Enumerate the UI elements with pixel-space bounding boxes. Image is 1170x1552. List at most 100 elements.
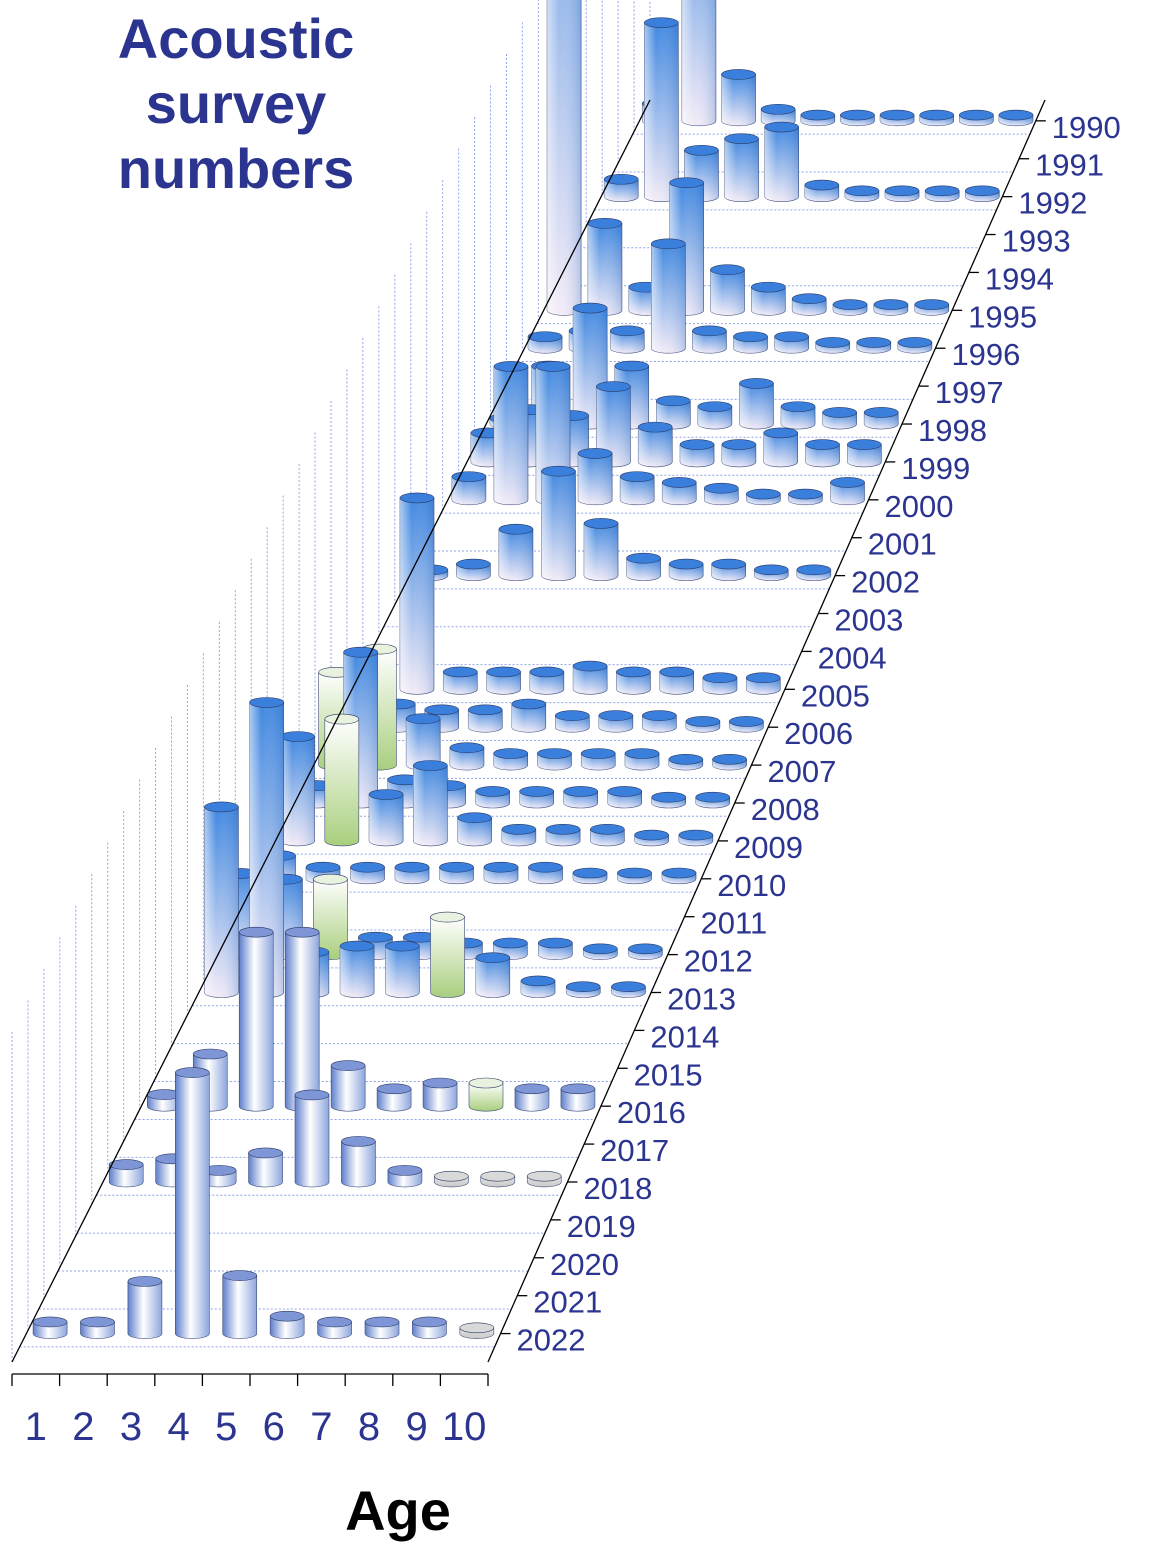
bar-top [856,337,892,348]
bar-top [284,926,320,938]
bar-shade [620,476,655,505]
bar-top [248,1147,283,1159]
year-label: 2015 [634,1057,703,1092]
bar-top [175,1067,210,1078]
bar-top [583,943,618,955]
bar-top [364,1316,400,1328]
bar-1995-age-6 [751,281,786,316]
bar-top [642,710,677,721]
bar-top [651,791,687,803]
bar-shade [584,523,619,581]
bar-2016-age-8 [468,1077,504,1112]
bar-top [791,293,827,305]
year-label: 1999 [901,451,970,486]
bar-top [394,861,430,873]
bar-1990-age-4 [760,103,796,127]
bar-top [368,789,404,800]
bar-2016-age-9 [514,1083,550,1112]
bar-2016-age-3 [238,926,274,1112]
bar-2009-age-2 [324,713,360,847]
bar-2010-age-9 [617,867,652,885]
bar-1996-age-1 [527,331,563,354]
bar-top [424,704,460,716]
bar-2007-age-10 [712,754,747,771]
bar-top [434,1170,469,1182]
bar-top [844,185,880,197]
bar-2002-age-7 [668,558,704,581]
bar-top [764,121,799,133]
bar-1999-age-9 [805,439,840,468]
bar-top [511,698,547,710]
axes [11,99,1046,1386]
bar-2000-age-8 [746,488,781,506]
age-label: 4 [167,1405,189,1449]
bar-2008-age-5 [475,786,510,809]
bar-2008-age-6 [519,786,554,809]
bar-2022-age-8 [364,1316,400,1339]
bar-top [330,1060,366,1071]
bar-top [493,361,529,372]
year-label: 1992 [1018,186,1087,221]
bar-top [751,281,786,293]
bar-top [32,1316,68,1328]
bar-1998-age-5 [655,395,691,430]
bar-top [697,401,733,412]
year-label: 2016 [617,1095,686,1130]
bar-shade [249,702,284,998]
bar-shade [385,946,420,998]
bar-top [467,704,503,716]
bar-top [577,448,613,459]
bar-shade [204,806,239,998]
bar-2005-age-9 [702,672,738,695]
bar-top [442,666,478,678]
bar-top [964,185,1000,197]
bar-2022-age-6 [269,1310,305,1339]
bar-top [459,1322,495,1334]
bar-top [763,427,799,439]
bar-2009-age-7 [545,824,581,847]
bar-1996-age-9 [856,337,892,354]
bar-2005-age-8 [659,666,694,695]
bar-top [501,824,537,835]
bar-2009-age-5 [457,812,492,847]
bar-2002-age-10 [796,564,832,581]
bar-top [238,926,274,938]
bar-2000-age-1 [451,471,487,506]
bar-shade [498,529,533,581]
bar-2009-age-4 [413,760,448,847]
bar-1996-age-7 [774,331,809,354]
bar-body [341,1141,376,1188]
bar-2018-age-6 [341,1136,376,1188]
bar-top [313,873,348,885]
bar-shade [451,476,486,505]
bar-2008-age-8 [607,786,642,809]
bar-top [669,177,704,189]
bar-2008-age-10 [695,791,731,809]
bar-shade [587,223,622,316]
bar-shade [626,558,661,581]
bar-1999-age-4 [596,381,631,468]
bar-top [721,439,757,450]
bar-1995-age-1 [546,0,582,316]
bar-2007-age-6 [537,748,572,771]
bar-shade [280,736,315,846]
bar-2002-age-2 [456,558,491,581]
bar-top [535,361,571,372]
bar-shade [399,497,434,695]
bar-shade [656,400,691,430]
bar-1995-age-8 [832,299,868,316]
bar-1992-age-6 [804,179,840,202]
bar-top [280,731,315,742]
bar-top [583,518,619,529]
bar-2009-age-8 [590,824,625,847]
bar-top [222,1270,258,1281]
bar-shade [413,765,448,846]
bar-top [840,109,875,121]
bar-shade [340,946,375,998]
bar-top [127,1276,163,1287]
x-axis-title: Age [345,1479,451,1542]
bar-2007-age-8 [624,748,660,771]
bar-top [422,1077,458,1089]
left-floor-edge [11,99,651,1363]
bar-top [294,1089,330,1101]
